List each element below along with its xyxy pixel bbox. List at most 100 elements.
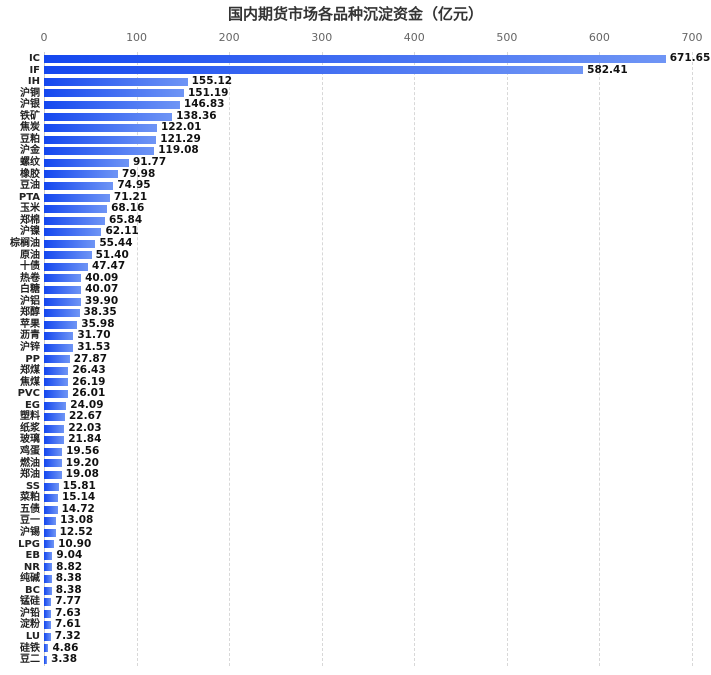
value-label: 15.14 bbox=[62, 491, 96, 504]
bar[interactable] bbox=[44, 574, 52, 583]
bar[interactable] bbox=[44, 413, 65, 422]
category-label: 螺纹 bbox=[20, 157, 40, 169]
bar[interactable] bbox=[44, 436, 65, 445]
bar[interactable] bbox=[44, 297, 81, 306]
bar[interactable] bbox=[44, 528, 56, 537]
bar[interactable] bbox=[44, 482, 59, 491]
plot-area: 0 100 200 300 400 500 600 700 IC 671.65 IF 582.41 IH… bbox=[10, 31, 710, 666]
bar[interactable] bbox=[44, 216, 105, 225]
gridline bbox=[692, 52, 693, 666]
bar[interactable] bbox=[44, 54, 666, 63]
bar[interactable] bbox=[44, 285, 82, 294]
gridline bbox=[599, 52, 601, 666]
bar[interactable] bbox=[44, 609, 52, 618]
bar[interactable] bbox=[44, 101, 180, 110]
bar[interactable] bbox=[44, 644, 49, 653]
bar[interactable] bbox=[44, 378, 69, 387]
bar[interactable] bbox=[44, 470, 62, 479]
bar-row: 塑料 22.67 bbox=[20, 411, 692, 423]
category-label: 纸浆 bbox=[20, 422, 40, 434]
bar[interactable] bbox=[44, 366, 69, 375]
bar-row: 沥青 31.70 bbox=[20, 330, 692, 342]
bar-row: 郑棉 65.84 bbox=[20, 214, 692, 227]
bar[interactable] bbox=[44, 158, 129, 167]
category-label: 五债 bbox=[20, 503, 40, 515]
bar[interactable] bbox=[44, 598, 52, 607]
category-label: NR bbox=[23, 561, 40, 573]
bar[interactable] bbox=[44, 181, 114, 190]
bar[interactable] bbox=[44, 505, 58, 514]
value-label: 7.61 bbox=[55, 618, 81, 631]
bar[interactable] bbox=[44, 632, 51, 641]
bar-row: IF 582.41 bbox=[29, 64, 692, 77]
bar[interactable] bbox=[44, 343, 74, 352]
bar-row: BC 8.38 bbox=[25, 584, 692, 597]
bar[interactable] bbox=[44, 586, 52, 595]
bar-row: 鸡蛋 19.56 bbox=[20, 445, 692, 458]
bar[interactable] bbox=[44, 112, 173, 121]
bar[interactable] bbox=[44, 551, 53, 560]
value-label: 21.84 bbox=[68, 433, 102, 446]
bar[interactable] bbox=[44, 517, 57, 526]
bar-row: 铁矿 138.36 bbox=[20, 109, 692, 123]
category-label: IH bbox=[27, 76, 40, 88]
value-label: 8.38 bbox=[55, 572, 82, 585]
bar-row: PP 27.87 bbox=[25, 353, 692, 366]
value-label: 39.90 bbox=[84, 294, 119, 307]
bar[interactable] bbox=[44, 262, 88, 271]
category-label: 沪镍 bbox=[20, 226, 40, 238]
bar[interactable] bbox=[44, 147, 155, 156]
category-label: 豆二 bbox=[20, 654, 40, 666]
bar[interactable] bbox=[44, 320, 78, 329]
bar[interactable] bbox=[44, 390, 69, 399]
bar[interactable] bbox=[44, 205, 108, 214]
category-label: BC bbox=[25, 584, 40, 596]
category-label: 铁矿 bbox=[20, 110, 40, 122]
bar[interactable] bbox=[44, 459, 62, 468]
bar[interactable] bbox=[44, 309, 80, 318]
category-label: 原油 bbox=[20, 249, 40, 261]
bar[interactable] bbox=[44, 401, 67, 410]
category-label: 玉米 bbox=[20, 203, 40, 215]
bar[interactable] bbox=[44, 424, 65, 433]
gridline bbox=[321, 52, 323, 666]
bar[interactable] bbox=[44, 193, 110, 202]
bar[interactable] bbox=[44, 239, 96, 248]
bar-row: 沪锡 12.52 bbox=[20, 525, 692, 539]
value-label: 7.63 bbox=[55, 606, 81, 619]
category-label: 沪铅 bbox=[20, 607, 40, 619]
value-label: 15.81 bbox=[62, 479, 96, 492]
bar[interactable] bbox=[44, 170, 119, 179]
category-label: 焦煤 bbox=[20, 376, 40, 388]
category-label: 白糖 bbox=[20, 284, 40, 296]
bar[interactable] bbox=[44, 621, 52, 630]
bar[interactable] bbox=[44, 274, 82, 283]
bar[interactable] bbox=[44, 655, 48, 664]
category-label: 郑醇 bbox=[20, 307, 40, 319]
bar[interactable] bbox=[44, 135, 157, 144]
category-label: 郑煤 bbox=[20, 365, 40, 377]
bar[interactable] bbox=[44, 332, 74, 341]
bar[interactable] bbox=[44, 447, 63, 456]
bar[interactable] bbox=[44, 124, 157, 133]
bar[interactable] bbox=[44, 563, 53, 572]
bar-row: 淀粉 7.61 bbox=[20, 618, 692, 631]
bar[interactable] bbox=[44, 66, 584, 75]
bar[interactable] bbox=[44, 77, 188, 86]
value-label: 26.01 bbox=[72, 387, 106, 400]
value-label: 91.77 bbox=[132, 156, 167, 169]
bar-row: 沪铝 39.90 bbox=[20, 294, 692, 308]
bar[interactable] bbox=[44, 355, 70, 364]
category-label: 豆油 bbox=[20, 180, 40, 192]
bar[interactable] bbox=[44, 251, 92, 260]
value-label: 47.47 bbox=[91, 260, 126, 273]
bar-row: LU 7.32 bbox=[26, 630, 692, 643]
category-label: 十债 bbox=[20, 261, 40, 273]
bar[interactable] bbox=[44, 540, 55, 549]
value-label: 7.77 bbox=[55, 595, 82, 608]
bar[interactable] bbox=[44, 494, 58, 503]
bar[interactable] bbox=[44, 228, 102, 237]
value-label: 138.36 bbox=[176, 109, 217, 122]
value-label: 12.52 bbox=[59, 525, 93, 538]
bar[interactable] bbox=[44, 89, 184, 98]
